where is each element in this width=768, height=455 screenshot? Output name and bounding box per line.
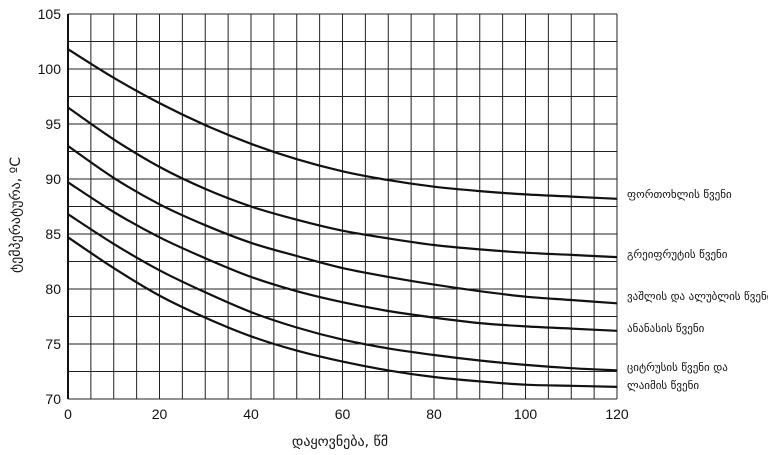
- x-tick-label: 100: [514, 406, 538, 422]
- series-labels: ფორთოხლის წვენი გრეიფრუტის წვენი ვაშლის და…: [627, 188, 768, 392]
- curves: [67, 48, 618, 388]
- series-line: [67, 236, 618, 388]
- y-tick-label: 80: [45, 281, 61, 297]
- series-label: გრეიფრუტის წვენი: [627, 248, 728, 261]
- series-line: [67, 106, 618, 259]
- grid: [67, 13, 618, 400]
- y-tick-label: 70: [45, 391, 61, 407]
- y-tick-label: 95: [45, 116, 61, 132]
- x-tick-label: 20: [152, 406, 168, 422]
- x-tick-label: 0: [64, 406, 72, 422]
- series-label: ვაშლის და ალუბლის წვენი: [627, 290, 768, 303]
- x-tick-label: 120: [605, 406, 629, 422]
- x-tick-label: 40: [243, 406, 259, 422]
- x-tick-label: 60: [335, 406, 351, 422]
- series-label: ლაიმის წვენი: [627, 379, 699, 392]
- x-tick-label: 80: [426, 406, 442, 422]
- y-tick-label: 105: [38, 6, 62, 22]
- series-label: ანანასის წვენი: [627, 322, 705, 335]
- y-tick-label: 90: [45, 171, 61, 187]
- series-line: [67, 48, 618, 200]
- y-axis-label: ტემპერატურა, ºC: [7, 157, 24, 273]
- series-label: ციტრუსის წვენი და: [627, 361, 728, 374]
- y-tick-label: 100: [38, 61, 62, 77]
- y-tick-label: 85: [45, 226, 61, 242]
- series-line: [67, 213, 618, 372]
- tick-labels: 0 20 40 60 80 100 120 70 75 80 85 90 95 100 105: [38, 6, 629, 422]
- x-axis-label: დაყოვნება, წმ: [292, 434, 388, 450]
- series-line: [67, 181, 618, 332]
- series-line: [67, 145, 618, 305]
- y-tick-label: 75: [45, 336, 61, 352]
- series-label: ფორთოხლის წვენი: [627, 188, 732, 201]
